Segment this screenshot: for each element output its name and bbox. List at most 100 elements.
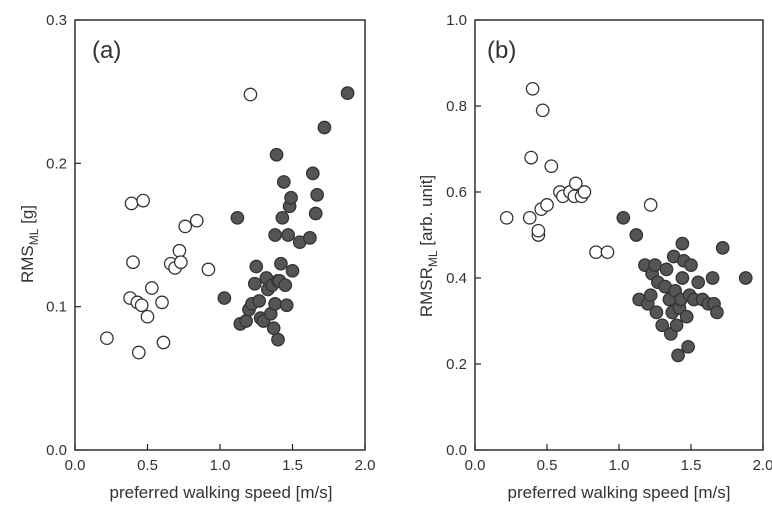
filled-data-point (303, 231, 317, 245)
filled-data-point (276, 175, 291, 189)
panel-b-xlabel: preferred walking speed [m/s] (508, 483, 731, 502)
open-data-point (577, 185, 592, 199)
filled-data-point (266, 321, 281, 336)
open-data-point (243, 87, 258, 102)
open-data-point (544, 159, 559, 174)
filled-data-point (278, 278, 293, 293)
filled-data-point (271, 332, 285, 347)
y-tick-label: 0.1 (46, 299, 67, 316)
filled-data-point (281, 228, 295, 242)
y-tick-label: 0.2 (446, 356, 467, 373)
open-data-point (600, 245, 615, 260)
open-data-point (535, 103, 550, 118)
y-tick-label: 0.0 (446, 442, 467, 459)
panel-b-label: (b) (487, 37, 516, 64)
filled-data-point (305, 166, 320, 181)
panel-a-points (100, 86, 355, 360)
panel-b-ylabel-suffix: [arb. unit] (417, 175, 436, 251)
open-data-point (174, 255, 188, 270)
filled-data-point (310, 188, 324, 202)
filled-data-point (681, 339, 695, 354)
filled-data-point (340, 86, 355, 100)
open-data-point (100, 331, 114, 346)
filled-data-point (675, 271, 690, 285)
filled-data-point (252, 294, 266, 308)
filled-data-point (268, 296, 282, 311)
panel-a-ylabel: RMSML [g] (18, 205, 41, 283)
filled-data-point (675, 236, 690, 251)
y-tick-label: 0.8 (446, 98, 467, 115)
filled-data-point (268, 228, 282, 242)
y-tick-label: 1.0 (446, 12, 467, 29)
panel-a-xlabel: preferred walking speed [m/s] (110, 483, 333, 502)
open-data-point (155, 295, 169, 310)
filled-data-point (629, 228, 644, 242)
open-data-point (568, 176, 583, 191)
x-tick-label: 1.5 (681, 457, 702, 474)
x-tick-label: 1.0 (210, 457, 231, 474)
filled-data-point (715, 241, 730, 255)
open-data-point (178, 219, 193, 234)
panel-a-label: (a) (92, 37, 121, 64)
open-data-point (524, 150, 539, 165)
panel-a-ylabel-suffix: [g] (18, 205, 37, 229)
filled-data-point (671, 348, 685, 363)
filled-data-point (249, 259, 264, 274)
filled-data-point (679, 309, 694, 324)
filled-data-point (284, 190, 298, 205)
x-tick-label: 0.5 (137, 457, 158, 474)
filled-data-point (649, 305, 664, 320)
open-data-point (145, 281, 159, 295)
filled-data-point (659, 262, 674, 277)
filled-data-point (710, 305, 724, 320)
open-data-point (172, 243, 187, 258)
y-tick-label: 0.4 (446, 270, 467, 287)
panel-b-ylabel-sub: ML (426, 250, 440, 267)
x-tick-label: 1.5 (282, 457, 303, 474)
filled-data-point (655, 318, 670, 333)
open-data-point (201, 262, 216, 277)
filled-data-point (217, 291, 232, 305)
filled-data-point (285, 263, 300, 278)
x-tick-label: 0.0 (465, 457, 486, 474)
open-data-point (643, 198, 658, 212)
filled-data-point (738, 271, 753, 285)
panel-a-frame (74, 19, 366, 451)
filled-data-point (643, 288, 658, 303)
filled-data-point (247, 276, 262, 291)
filled-data-point (274, 256, 288, 271)
open-data-point (522, 210, 537, 225)
y-tick-label: 0.6 (446, 184, 467, 201)
filled-data-point (648, 258, 662, 272)
open-data-point (189, 213, 204, 228)
open-data-point (140, 309, 155, 324)
filled-data-point (616, 210, 631, 225)
y-tick-label: 0.3 (46, 12, 67, 29)
filled-data-point (317, 120, 332, 135)
filled-data-point (308, 206, 323, 221)
panel-b-points (499, 81, 753, 363)
y-tick-label: 0.0 (46, 442, 67, 459)
x-tick-label: 0.0 (65, 457, 86, 474)
panel-b-ylabel-main: RMSR (417, 267, 436, 317)
filled-data-point (239, 314, 253, 328)
panel-a-ylabel-main: RMS (18, 245, 37, 283)
panel-a-ticks: 0.0 0.5 1.0 1.5 2.0 0.0 0.1 0.2 0.3 (46, 12, 375, 474)
open-data-point (124, 196, 139, 211)
filled-data-point (269, 147, 284, 162)
panel-b: (b) RMSRML [arb. unit] preferred walking… (417, 12, 772, 502)
open-data-point (499, 210, 514, 225)
x-tick-label: 2.0 (753, 457, 772, 474)
filled-data-point (275, 210, 290, 225)
panel-a: (a) RMSML [g] preferred walking speed [m… (18, 12, 375, 502)
filled-data-point (669, 318, 684, 333)
open-data-point (136, 193, 150, 208)
open-data-point (531, 223, 546, 238)
panel-b-frame (474, 19, 764, 451)
filled-data-point (279, 298, 294, 313)
filled-data-point (684, 258, 698, 272)
open-data-point (134, 298, 149, 313)
open-data-point (525, 81, 540, 96)
filled-data-point (705, 271, 720, 285)
